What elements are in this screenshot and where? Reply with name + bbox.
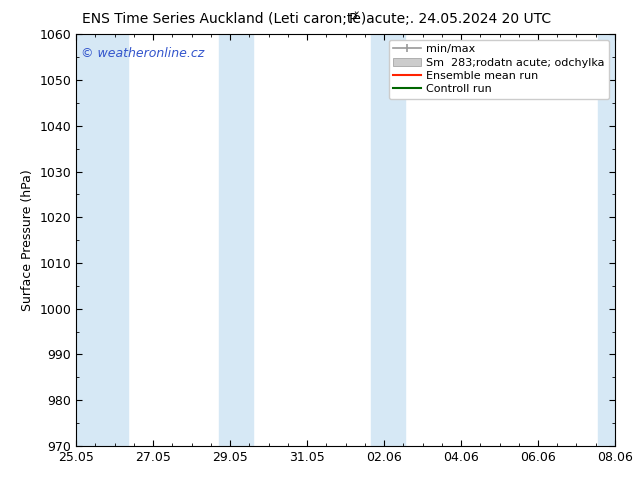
Text: © weatheronline.cz: © weatheronline.cz	[81, 47, 205, 60]
Bar	[219, 34, 253, 446]
Bar	[70, 34, 128, 446]
Bar	[598, 34, 621, 446]
Text: P  acute;. 24.05.2024 20 UTC: P acute;. 24.05.2024 20 UTC	[349, 12, 552, 26]
Legend: min/max, Sm  283;rodatn acute; odchylka, Ensemble mean run, Controll run: min/max, Sm 283;rodatn acute; odchylka, …	[389, 40, 609, 99]
Bar	[370, 34, 405, 446]
Text: ENS Time Series Auckland (Leti caron;tě): ENS Time Series Auckland (Leti caron;tě)	[82, 12, 366, 26]
Y-axis label: Surface Pressure (hPa): Surface Pressure (hPa)	[21, 169, 34, 311]
